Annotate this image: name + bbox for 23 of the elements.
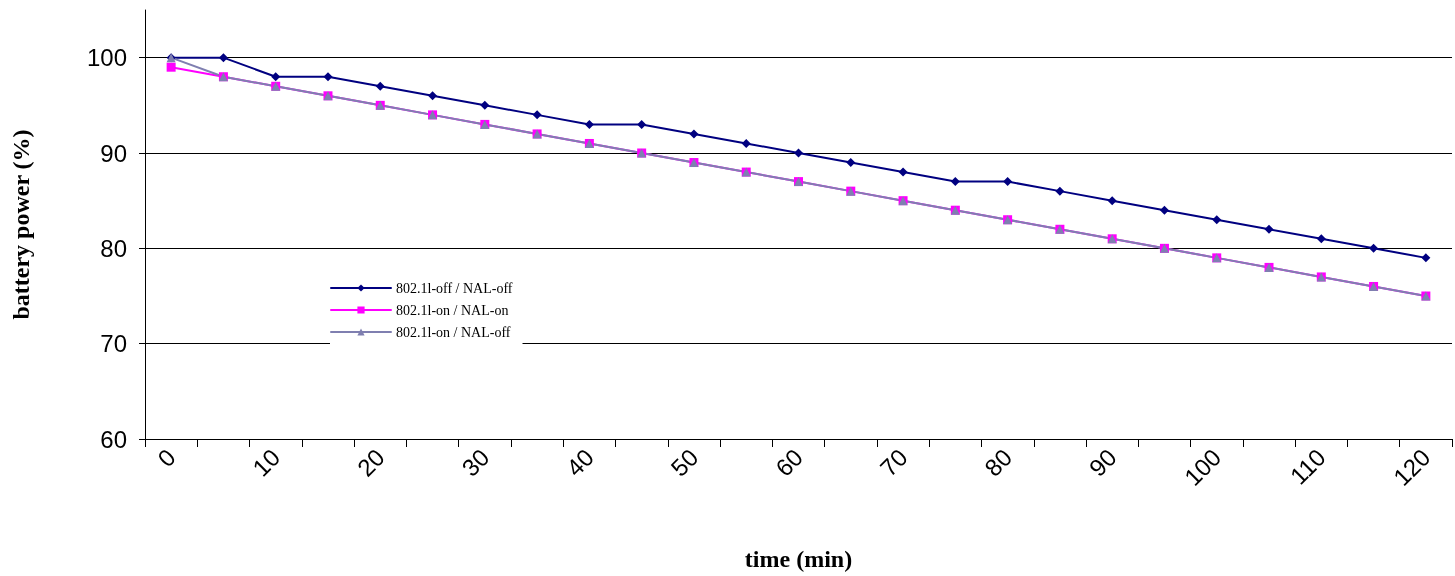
x-tick-label: 120 [1388,443,1436,491]
y-tick-label: 60 [100,425,127,453]
legend-label: 802.1l-on / NAL-off [396,324,511,340]
x-tick-label: 10 [247,443,286,482]
y-tick-label: 90 [100,139,127,167]
x-tick-label: 60 [770,443,809,482]
x-tick-label: 80 [979,443,1018,482]
x-tick-label: 110 [1284,443,1331,490]
y-tick-label: 80 [100,234,127,262]
x-axis-title: time (min) [744,546,853,572]
x-tick-label: 20 [351,443,390,482]
x-tick-label: 90 [1083,443,1122,482]
x-tick-label: 50 [665,443,704,482]
legend-label: 802.1l-on / NAL-on [396,302,509,318]
x-tick-label: 100 [1178,443,1227,491]
y-axis-title: battery power (%) [8,129,34,320]
y-tick-label: 100 [86,44,127,72]
legend-label: 802.1l-off / NAL-off [396,280,513,296]
x-tick-label: 30 [456,443,495,482]
x-tick-label: 40 [560,443,599,482]
x-tick-label: 0 [152,443,181,472]
y-tick-label: 70 [100,330,127,358]
x-tick-label: 70 [874,443,913,482]
